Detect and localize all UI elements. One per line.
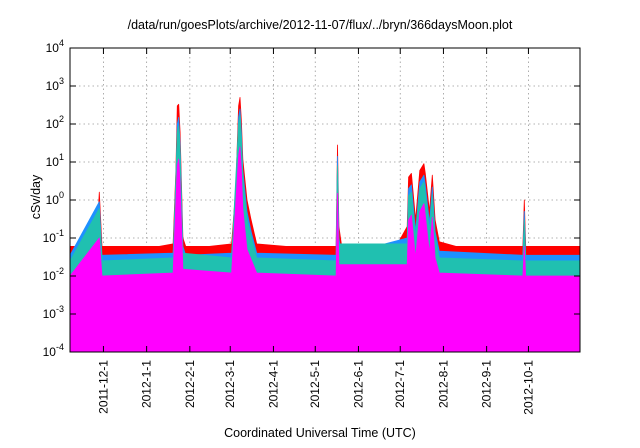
series-area-3: [69, 146, 581, 353]
y-tick-label: 100: [46, 190, 64, 207]
x-tick-label: 2012-9-1: [480, 360, 494, 408]
y-tick-label: 101: [46, 152, 64, 169]
x-tick-label: 2012-6-1: [351, 360, 365, 408]
plot-frame: [69, 47, 581, 353]
x-tick-label: 2012-5-1: [308, 360, 322, 408]
y-tick-label: 10-4: [43, 342, 64, 359]
y-axis-label: cSv/day: [29, 174, 43, 220]
x-axis-label: Coordinated Universal Time (UTC): [224, 426, 416, 440]
x-tick-label: 2012-2-1: [183, 360, 197, 408]
chart-title: /data/run/goesPlots/archive/2012-11-07/f…: [127, 18, 513, 32]
y-tick-label: 104: [46, 38, 64, 55]
y-tick-label: 103: [46, 76, 64, 93]
y-tick-label: 10-2: [43, 266, 64, 283]
y-tick-label: 10-3: [43, 304, 64, 321]
x-tick-label: 2012-1-1: [140, 360, 154, 408]
x-tick-label: 2012-10-1: [521, 360, 535, 415]
y-tick-label: 10-1: [43, 228, 64, 245]
y-tick-label: 102: [46, 114, 64, 131]
x-tick-label: 2012-7-1: [393, 360, 407, 408]
x-tick-label: 2012-4-1: [266, 360, 280, 408]
x-tick-label: 2012-8-1: [436, 360, 450, 408]
x-tick-label: 2011-12-1: [96, 360, 110, 414]
x-tick-label: 2012-3-1: [223, 360, 237, 408]
